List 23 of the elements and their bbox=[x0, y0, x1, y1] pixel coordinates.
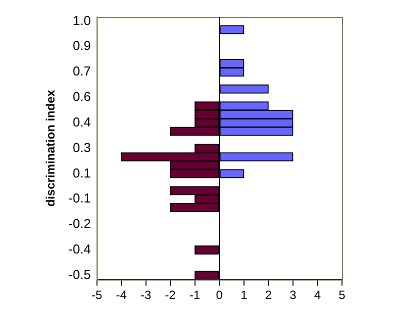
y-tick-label: -0.4 bbox=[68, 242, 91, 257]
x-tick-label: -3 bbox=[140, 288, 152, 302]
y-tick-label: 1.0 bbox=[72, 12, 91, 28]
x-tick-label: 2 bbox=[265, 288, 272, 302]
y-tick-label: -0.1 bbox=[68, 190, 91, 206]
y-tick-label: -0.2 bbox=[68, 216, 91, 232]
y-tick-label: -0.5 bbox=[68, 266, 91, 282]
y-axis-title: discrimination index bbox=[44, 90, 58, 207]
x-tick-label: 5 bbox=[338, 288, 346, 302]
x-tick-label: -4 bbox=[116, 288, 127, 302]
y-tick-label: 0.6 bbox=[72, 89, 91, 104]
x-tick-label: 3 bbox=[290, 288, 297, 302]
y-tick-label: 0.9 bbox=[72, 38, 91, 54]
y-tick-label: 0.7 bbox=[72, 64, 91, 79]
x-tick-label: 4 bbox=[314, 288, 322, 302]
y-tick-label: 0.4 bbox=[72, 114, 91, 130]
x-tick-label: -1 bbox=[190, 288, 201, 302]
x-tick-label: 0 bbox=[216, 288, 224, 302]
x-tick-label: -5 bbox=[91, 288, 102, 302]
y-tick-label: 0.3 bbox=[72, 140, 91, 155]
x-tick-label: -2 bbox=[165, 288, 176, 302]
y-tick-label: 0.1 bbox=[72, 165, 91, 180]
x-tick-label: 1 bbox=[240, 288, 248, 302]
